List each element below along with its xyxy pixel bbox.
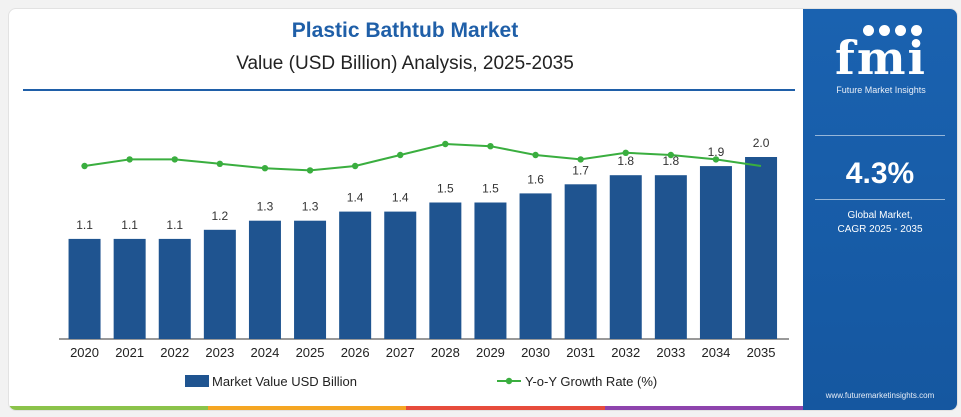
bar-2020 — [68, 238, 101, 339]
growth-point-2029 — [487, 143, 494, 150]
x-tick-label: 2022 — [160, 345, 189, 360]
growth-point-2034 — [712, 156, 720, 163]
sidebar-divider-middle — [815, 199, 945, 200]
bar-2032 — [609, 175, 642, 339]
x-tick-label: 2020 — [70, 345, 99, 360]
bar-value-label: 1.8 — [663, 154, 680, 168]
bar-value-label: 1.6 — [527, 172, 544, 186]
bar-value-label: 2.0 — [753, 136, 770, 150]
bar-2025 — [294, 220, 327, 339]
growth-point-2033 — [667, 151, 675, 159]
x-tick-label: 2030 — [521, 345, 550, 360]
cagr-label-line1: Global Market, — [847, 210, 913, 221]
growth-point-2025 — [306, 167, 314, 174]
x-tick-label: 2026 — [341, 345, 370, 360]
bar-value-label: 1.3 — [302, 200, 319, 214]
bar-value-label: 1.5 — [437, 182, 454, 196]
bar-2023 — [203, 229, 236, 339]
bar-2021 — [113, 238, 146, 339]
x-tick-label: 2027 — [386, 345, 415, 360]
bar-value-label: 1.4 — [392, 191, 409, 205]
growth-point-2026 — [351, 162, 359, 170]
bar-2029 — [474, 202, 507, 339]
growth-rate-line — [84, 142, 762, 172]
legend-bar-label: Market Value USD Billion — [212, 374, 357, 389]
bar-2030 — [519, 193, 552, 339]
chart-title: Plastic Bathtub Market — [291, 19, 519, 42]
title-divider — [23, 89, 795, 91]
x-tick-label: 2024 — [250, 345, 279, 360]
fmi-logo: fmi Future Market Insights — [823, 23, 939, 95]
bar-value-label: 1.1 — [76, 218, 93, 232]
cagr-label: Global Market, CAGR 2025 - 2035 — [803, 209, 957, 237]
x-tick-label: 2029 — [476, 345, 505, 360]
growth-point-2027 — [397, 151, 404, 159]
x-tick-label: 2035 — [747, 345, 776, 360]
x-tick-label: 2023 — [205, 345, 234, 360]
logo-people-icon — [863, 25, 933, 39]
bar-value-label: 1.2 — [212, 209, 229, 223]
x-tick-label: 2028 — [431, 345, 460, 360]
strip-segment-purple — [604, 406, 803, 410]
bar-value-label: 1.1 — [166, 218, 183, 232]
sidebar-divider-top — [815, 135, 945, 136]
growth-point-2022 — [171, 156, 178, 163]
growth-point-2028 — [442, 140, 449, 148]
bar-2031 — [564, 184, 597, 339]
bar-value-label: 1.1 — [121, 218, 138, 232]
chart-subtitle: Value (USD Billion) Analysis, 2025-2035 — [236, 53, 574, 74]
legend-bar-swatch — [185, 375, 209, 387]
legend-line-marker — [505, 377, 513, 385]
bar-value-label: 1.4 — [347, 191, 364, 205]
sidebar-panel: fmi Future Market Insights 4.3% Global M… — [803, 9, 957, 410]
growth-point-2023 — [216, 160, 224, 167]
x-tick-label: 2021 — [115, 345, 144, 360]
bar-value-label: 1.8 — [617, 154, 634, 168]
growth-point-2031 — [577, 156, 584, 163]
x-tick-label: 2032 — [611, 345, 640, 360]
chart-card: Plastic Bathtub Market Value (USD Billio… — [8, 8, 958, 411]
bar-value-label: 1.9 — [708, 145, 725, 159]
bar-2035 — [745, 157, 778, 339]
bar-2033 — [654, 175, 687, 339]
logo-text: fmi — [835, 31, 927, 85]
legend-line-label: Y-o-Y Growth Rate (%) — [525, 374, 657, 389]
x-tick-label: 2034 — [701, 345, 730, 360]
growth-point-2032 — [622, 149, 629, 156]
bar-value-label: 1.5 — [482, 182, 499, 196]
bar-2026 — [339, 211, 372, 339]
chart-area: 1.1 2020 1.1 2021 1.1 2022 1.2 2023 1.3 2024 1.3 20… — [59, 136, 789, 389]
strip-segment-red — [406, 406, 605, 410]
bottom-color-strip — [9, 406, 803, 410]
bar-value-label: 1.7 — [572, 163, 589, 177]
bar-value-label: 1.3 — [257, 200, 274, 214]
bar-2022 — [158, 238, 191, 339]
strip-segment-orange — [207, 406, 406, 410]
bar-2034 — [699, 166, 732, 339]
cagr-label-line2: CAGR 2025 - 2035 — [837, 224, 923, 235]
x-tick-label: 2031 — [566, 345, 595, 360]
x-tick-label: 2033 — [656, 345, 685, 360]
cagr-value: 4.3% — [845, 157, 915, 190]
growth-point-2021 — [126, 156, 133, 163]
growth-point-2020 — [81, 162, 88, 170]
bar-2028 — [429, 202, 462, 339]
strip-segment-green — [9, 406, 208, 410]
website-url[interactable]: www.futuremarketinsights.com — [825, 391, 935, 400]
logo-caption: Future Market Insights — [836, 85, 926, 95]
bar-2027 — [384, 211, 417, 339]
bar-2024 — [248, 220, 281, 339]
growth-point-2030 — [532, 151, 539, 159]
growth-point-2024 — [261, 165, 269, 172]
x-tick-label: 2025 — [296, 345, 325, 360]
